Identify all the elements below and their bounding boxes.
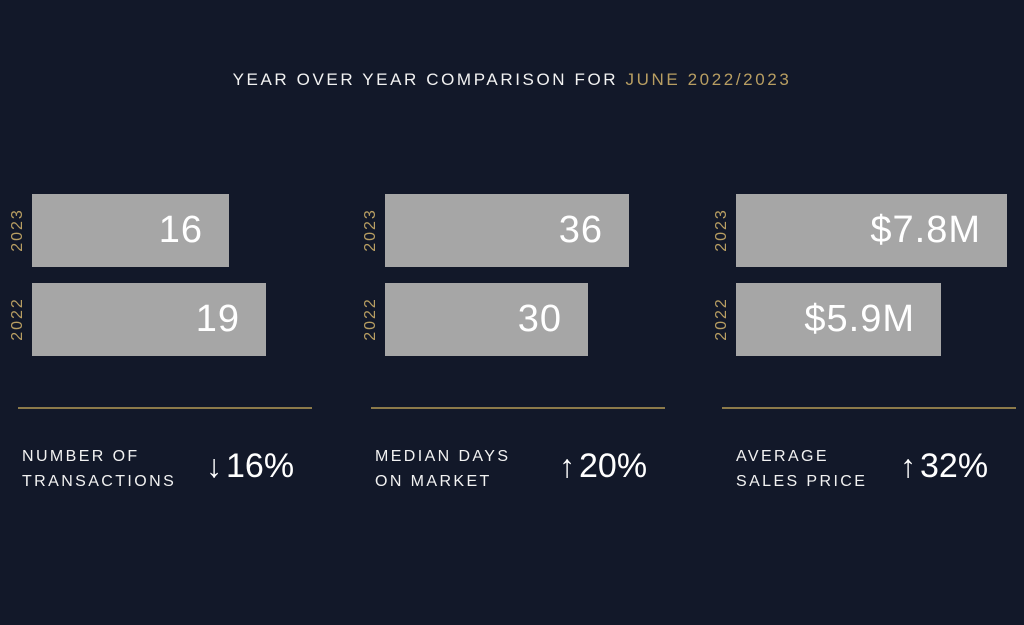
change-value: 32% (920, 447, 989, 485)
bar-value-label: 36 (558, 209, 603, 251)
bar-2022: 30 (385, 283, 588, 356)
year-label-2022: 2022 (362, 297, 379, 341)
bar-value-label: $5.9M (804, 298, 915, 340)
change-value: 16% (226, 447, 295, 485)
metric-label: NUMBER OF TRANSACTIONS (22, 444, 222, 494)
year-label-2023: 2023 (362, 208, 379, 252)
metric-label-line2: TRANSACTIONS (22, 473, 177, 490)
change-indicator: ↑ 20% (559, 446, 647, 486)
bar-value-label: $7.8M (870, 209, 981, 251)
metric-label-line2: ON MARKET (375, 473, 492, 490)
metric-label-line1: AVERAGE (736, 448, 829, 465)
bar-2023: 16 (32, 194, 229, 267)
bar-value-label: 16 (158, 209, 203, 251)
bar-2022: $5.9M (736, 283, 941, 356)
bar-2022: 19 (32, 283, 266, 356)
title-text: YEAR OVER YEAR COMPARISON FOR (232, 70, 619, 89)
year-label-2022: 2022 (9, 297, 26, 341)
title-accent: JUNE 2022/2023 (625, 70, 792, 89)
bar-2023: $7.8M (736, 194, 1007, 267)
divider-line (371, 407, 665, 409)
change-indicator: ↑ 32% (900, 446, 988, 486)
metric-label: AVERAGE SALES PRICE (736, 444, 936, 494)
page-title: YEAR OVER YEAR COMPARISON FOR JUNE 2022/… (0, 70, 1024, 90)
panel-transactions: 2023 2022 16 19 NUMBER OF TRANSACTIONS ↓… (0, 0, 312, 625)
metric-label-line1: NUMBER OF (22, 448, 140, 465)
metric-label-line1: MEDIAN DAYS (375, 448, 511, 465)
panel-sales-price: 2023 2022 $7.8M $5.9M AVERAGE SALES PRIC… (704, 0, 1016, 625)
metric-label: MEDIAN DAYS ON MARKET (375, 444, 575, 494)
bar-2023: 36 (385, 194, 629, 267)
year-label-2022: 2022 (713, 297, 730, 341)
arrow-down-icon: ↓ (206, 448, 222, 484)
change-indicator: ↓ 16% (206, 446, 294, 486)
year-label-2023: 2023 (9, 208, 26, 252)
arrow-up-icon: ↑ (900, 448, 916, 484)
panel-median-days: 2023 2022 36 30 MEDIAN DAYS ON MARKET ↑ 2… (353, 0, 665, 625)
year-label-2023: 2023 (713, 208, 730, 252)
divider-line (18, 407, 312, 409)
change-value: 20% (579, 447, 648, 485)
bar-value-label: 30 (517, 298, 562, 340)
bar-value-label: 19 (195, 298, 240, 340)
divider-line (722, 407, 1016, 409)
arrow-up-icon: ↑ (559, 448, 575, 484)
metric-label-line2: SALES PRICE (736, 473, 868, 490)
